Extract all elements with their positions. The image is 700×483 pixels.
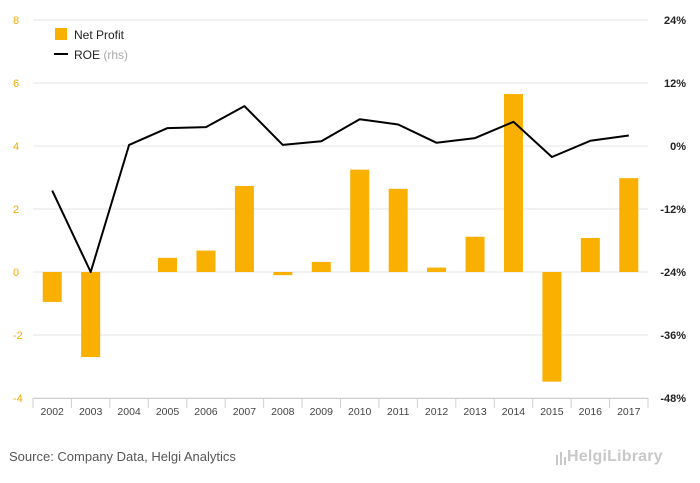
library-icon: [556, 452, 566, 465]
x-tick-label: 2010: [348, 406, 372, 418]
legend-label-net-profit: Net Profit: [74, 28, 125, 42]
legend-label-roe: ROE (rhs): [74, 48, 128, 62]
left-tick-label: -2: [13, 330, 23, 342]
source-note: Source: Company Data, Helgi Analytics: [9, 449, 236, 464]
right-tick-label: -36%: [660, 330, 686, 342]
bar: [350, 169, 370, 272]
x-tick-label: 2016: [579, 406, 603, 418]
x-tick-label: 2006: [194, 406, 218, 418]
bar: [42, 272, 62, 302]
left-axis: -4 -2 0 2 4 6 8: [13, 15, 23, 405]
x-tick-label: 2008: [271, 406, 295, 418]
right-tick-label: -24%: [660, 267, 686, 279]
x-tick-label: 2002: [41, 406, 65, 418]
bar: [273, 272, 293, 276]
x-tick-label: 2014: [502, 406, 526, 418]
x-tick-label: 2017: [617, 406, 641, 418]
left-tick-label: 8: [13, 15, 19, 27]
x-tick-label: 2009: [310, 406, 334, 418]
x-tick-label: 2013: [463, 406, 487, 418]
net-profit-bars: [42, 94, 639, 382]
x-tick-label: 2004: [117, 406, 141, 418]
x-tick-label: 2005: [156, 406, 180, 418]
left-tick-label: 0: [13, 267, 19, 279]
left-tick-label: 2: [13, 204, 19, 216]
left-tick-label: 4: [13, 141, 19, 153]
legend-swatch-net-profit: [55, 28, 67, 40]
legend: Net Profit ROE (rhs): [54, 28, 128, 62]
bar: [619, 178, 639, 272]
bar: [580, 237, 600, 272]
x-tick-label: 2015: [540, 406, 564, 418]
grid-lines: [33, 19, 648, 399]
left-tick-label: -4: [13, 393, 23, 405]
roe-series-line: [51, 105, 629, 273]
bar: [427, 267, 447, 272]
legend-roe-name: ROE: [74, 48, 100, 62]
right-tick-label: 0%: [670, 141, 686, 153]
bar: [81, 272, 101, 358]
bar: [158, 257, 178, 272]
left-tick-label: 6: [13, 78, 19, 90]
x-tick-label: 2012: [425, 406, 449, 418]
x-tick-label: 2007: [233, 406, 257, 418]
bar: [542, 272, 562, 382]
bar: [196, 250, 216, 272]
bar: [311, 261, 331, 272]
right-tick-label: 24%: [664, 15, 686, 27]
right-tick-label: -12%: [660, 204, 686, 216]
right-tick-label: 12%: [664, 78, 686, 90]
x-tick-label: 2003: [79, 406, 103, 418]
bar: [465, 236, 485, 272]
roe-line: [51, 105, 629, 273]
legend-roe-note: (rhs): [103, 48, 128, 62]
right-axis: -48% -36% -24% -12% 0% 12% 24%: [660, 15, 686, 405]
x-tick-label: 2011: [387, 406, 410, 418]
x-axis: 2002 2003 2004 2005 2006 2007 2008 2009 2010 2011…: [32, 398, 649, 418]
right-tick-label: -48%: [660, 393, 686, 405]
brand-logo: HelgiLibrary: [567, 448, 663, 465]
bar: [503, 94, 523, 273]
bar: [388, 188, 408, 272]
bar: [234, 186, 254, 272]
